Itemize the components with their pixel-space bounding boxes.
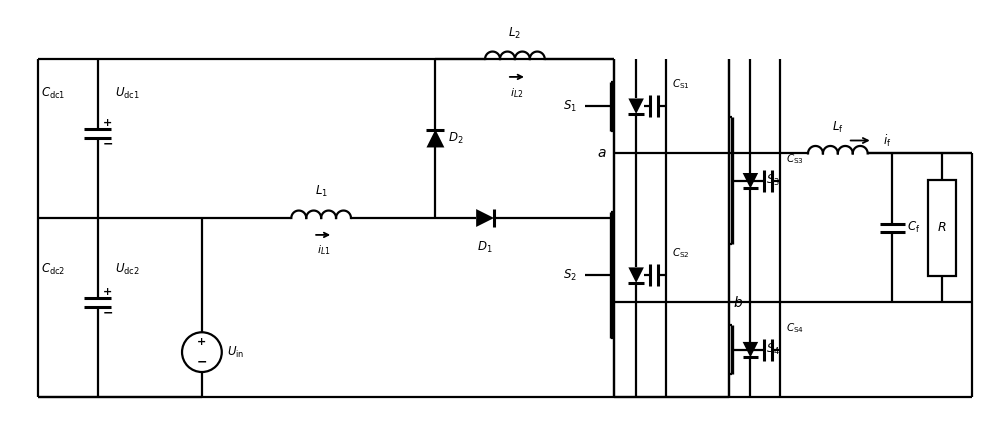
Text: $L_{\rm f}$: $L_{\rm f}$	[832, 120, 844, 134]
Text: $D_2$: $D_2$	[448, 131, 464, 146]
Text: $i_{\rm f}$: $i_{\rm f}$	[883, 132, 891, 148]
Text: $C_{\rm S4}$: $C_{\rm S4}$	[786, 321, 804, 335]
Text: $S_1$: $S_1$	[563, 99, 577, 114]
Text: $U_{\rm dc1}$: $U_{\rm dc1}$	[115, 86, 140, 101]
Text: $C_{\rm S1}$: $C_{\rm S1}$	[672, 78, 690, 91]
Polygon shape	[476, 209, 494, 227]
Polygon shape	[628, 99, 644, 114]
Text: +: +	[197, 337, 207, 347]
Text: −: −	[197, 356, 207, 369]
Text: −: −	[103, 138, 113, 151]
Text: $S_4$: $S_4$	[766, 342, 780, 357]
Text: $C_{\rm dc2}$: $C_{\rm dc2}$	[41, 262, 65, 277]
Text: $a$: $a$	[597, 146, 606, 160]
Text: $C_{\rm dc1}$: $C_{\rm dc1}$	[41, 86, 65, 101]
Polygon shape	[426, 130, 444, 148]
Polygon shape	[743, 342, 758, 357]
Text: $D_1$: $D_1$	[477, 240, 493, 255]
Polygon shape	[743, 173, 758, 188]
Text: +: +	[103, 118, 112, 127]
Text: +: +	[103, 286, 112, 297]
Text: $S_2$: $S_2$	[563, 268, 577, 283]
Text: $C_{\rm S2}$: $C_{\rm S2}$	[672, 247, 689, 260]
Text: $R$: $R$	[937, 222, 947, 234]
Text: $L_1$: $L_1$	[315, 184, 328, 199]
Text: $i_{L1}$: $i_{L1}$	[317, 243, 331, 257]
Text: $i_{L2}$: $i_{L2}$	[510, 86, 524, 100]
FancyBboxPatch shape	[928, 180, 956, 276]
Text: $U_{\rm in}$: $U_{\rm in}$	[227, 345, 244, 360]
Text: $C_{\rm S3}$: $C_{\rm S3}$	[786, 152, 804, 166]
Polygon shape	[628, 267, 644, 283]
Text: $U_{\rm dc2}$: $U_{\rm dc2}$	[115, 262, 140, 277]
Text: $C_{\rm f}$: $C_{\rm f}$	[907, 220, 921, 236]
Text: $S_3$: $S_3$	[766, 173, 779, 188]
Text: $L_2$: $L_2$	[508, 26, 521, 41]
Text: −: −	[103, 307, 113, 320]
Text: $b$: $b$	[733, 295, 743, 310]
